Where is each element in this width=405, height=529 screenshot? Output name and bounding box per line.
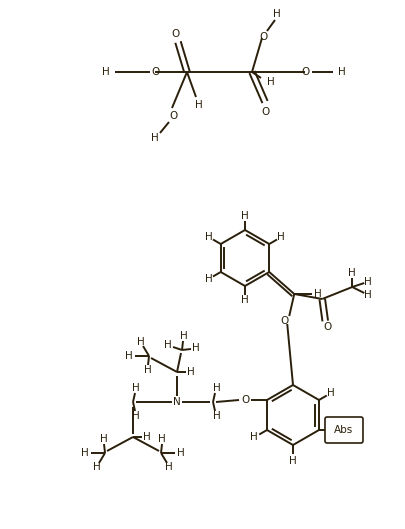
Text: O: O: [280, 316, 288, 326]
Text: H: H: [267, 77, 275, 87]
Text: O: O: [169, 111, 177, 121]
Text: H: H: [289, 456, 297, 466]
Text: H: H: [143, 432, 151, 442]
Text: H: H: [125, 351, 133, 361]
Text: H: H: [314, 289, 322, 299]
Text: O: O: [241, 395, 249, 405]
Text: H: H: [195, 100, 203, 110]
Text: H: H: [205, 274, 213, 284]
Text: H: H: [151, 133, 159, 143]
Text: H: H: [132, 383, 140, 393]
Text: H: H: [327, 388, 335, 398]
Text: H: H: [81, 448, 89, 458]
Text: O: O: [260, 32, 268, 42]
Text: H: H: [273, 9, 281, 19]
Text: H: H: [102, 67, 110, 77]
Text: O: O: [323, 322, 331, 332]
Text: H: H: [250, 433, 258, 442]
Text: H: H: [144, 365, 152, 375]
Text: O: O: [301, 67, 309, 77]
Text: H: H: [241, 211, 249, 221]
Text: N: N: [173, 397, 181, 407]
Text: H: H: [213, 411, 221, 421]
Text: O: O: [172, 29, 180, 39]
Text: H: H: [177, 448, 185, 458]
Text: H: H: [338, 67, 346, 77]
Text: H: H: [241, 295, 249, 305]
Text: H: H: [165, 462, 173, 472]
Text: H: H: [205, 232, 213, 242]
Text: H: H: [164, 340, 172, 350]
Text: H: H: [158, 434, 166, 444]
Text: H: H: [364, 290, 372, 300]
Text: O: O: [261, 107, 269, 117]
Text: H: H: [100, 434, 108, 444]
Text: H: H: [192, 343, 200, 353]
Text: O: O: [151, 67, 159, 77]
Text: H: H: [132, 411, 140, 421]
Text: H: H: [213, 383, 221, 393]
Text: H: H: [187, 367, 195, 377]
Text: H: H: [364, 277, 372, 287]
FancyBboxPatch shape: [325, 417, 363, 443]
Text: H: H: [93, 462, 101, 472]
Text: H: H: [277, 232, 285, 242]
Text: H: H: [137, 337, 145, 347]
Text: H: H: [180, 331, 188, 341]
Text: Abs: Abs: [335, 425, 354, 435]
Text: H: H: [348, 268, 356, 278]
